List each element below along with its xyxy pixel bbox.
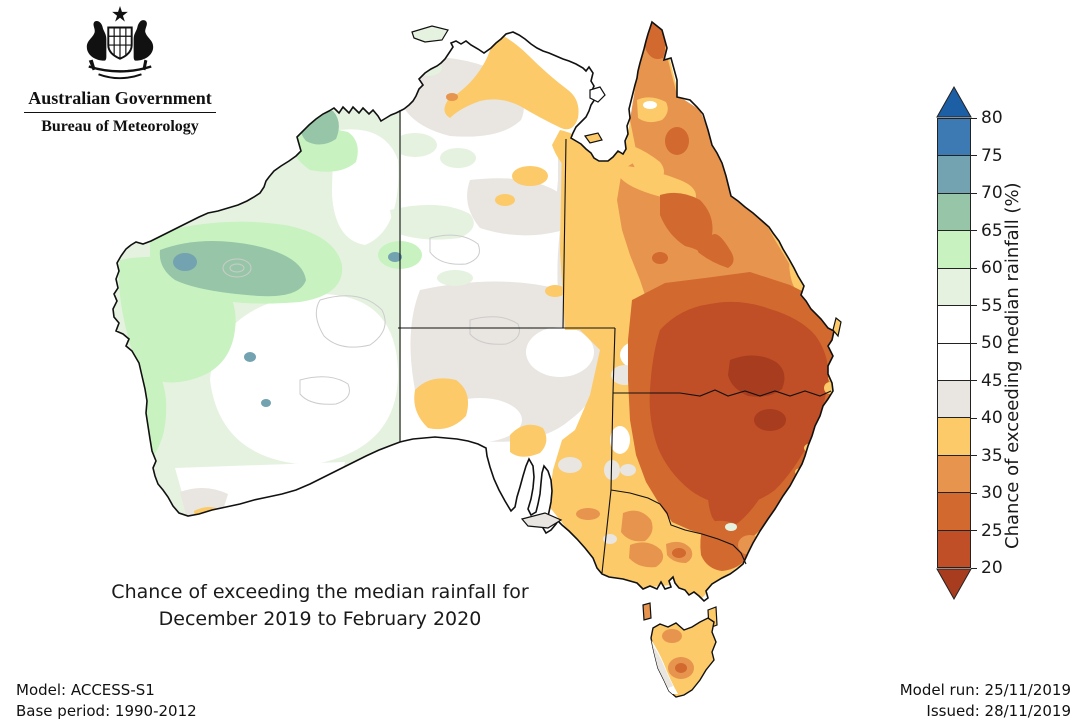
legend-tick: [971, 567, 977, 569]
legend-color-segment: [938, 379, 970, 418]
legend-arrow-down-icon: [936, 568, 972, 600]
legend-tick-label: 50: [981, 333, 1003, 353]
legend-tick: [971, 455, 977, 456]
legend-color-segment: [938, 454, 970, 493]
model-run-label: Model run: 25/11/2019: [899, 681, 1071, 699]
issued-label: Issued: 28/11/2019: [926, 702, 1071, 720]
legend-color-segment: [938, 492, 970, 530]
legend-color-segment: [938, 529, 970, 568]
model-label: Model: ACCESS-S1: [16, 681, 155, 699]
legend-tick-label: 65: [981, 220, 1003, 241]
legend-color-segment: [938, 305, 970, 343]
legend-tick-label: 75: [981, 145, 1003, 166]
crest-scroll: [98, 73, 142, 80]
legend-tick-label: 70: [981, 183, 1003, 203]
tasmania: [650, 617, 717, 698]
coat-of-arms: [86, 6, 154, 80]
mornington-island: [583, 132, 603, 144]
legend-arrow-up-icon: [936, 86, 972, 118]
kangaroo-island: [520, 512, 563, 529]
map-title-line1: Chance of exceeding the median rainfall …: [111, 581, 529, 603]
legend-tick: [971, 230, 977, 231]
agency-title: Bureau of Meteorology: [41, 118, 199, 135]
islands: [411, 25, 842, 629]
legend-tick: [971, 192, 977, 194]
commonwealth-star-icon: [112, 6, 128, 22]
legend-color-segment: [938, 417, 970, 455]
map-title-line2: December 2019 to February 2020: [158, 608, 482, 630]
legend-tick-label: 40: [981, 408, 1003, 428]
legend-tick-label: 35: [981, 445, 1003, 466]
legend-color-segment: [938, 267, 970, 306]
footer-left: Model: ACCESS-S1 Base period: 1990-2012: [16, 680, 197, 722]
base-period-label: Base period: 1990-2012: [16, 702, 197, 720]
legend-color-segment: [938, 342, 970, 380]
mainland-fill-regions: [113, 22, 834, 600]
state-borders: [398, 110, 832, 574]
contour-lines: [222, 234, 520, 405]
legend-tick-label: 80: [981, 108, 1003, 128]
legend: 80 75 70 65 60 55 50 45 40 35 30 25 20: [936, 86, 1085, 646]
legend-color-segment: [938, 155, 970, 193]
legend-axis-label: Chance of exceeding median rainfall (%): [1002, 182, 1023, 550]
shield-icon: [107, 26, 133, 60]
legend-tick: [971, 117, 977, 119]
legend-tick: [971, 267, 977, 269]
legend-tick: [971, 530, 977, 531]
header-divider: [24, 112, 216, 113]
fraser-island: [832, 316, 842, 338]
legend-tick: [971, 380, 977, 381]
melville-island: [411, 25, 449, 43]
legend-color-segment: [938, 230, 970, 268]
legend-tick-label: 20: [981, 558, 1003, 578]
legend-tick: [971, 305, 977, 306]
map-title: Chance of exceeding the median rainfall …: [40, 579, 600, 633]
legend-color-segment: [938, 119, 970, 156]
legend-tick: [971, 342, 977, 344]
legend-tick-label: 60: [981, 258, 1003, 278]
legend-tick: [971, 492, 977, 494]
legend-tick-label: 25: [981, 520, 1003, 541]
region-east: [414, 22, 834, 600]
government-title: Australian Government: [28, 88, 212, 108]
footer-right: Model run: 25/11/2019 Issued: 28/11/2019: [900, 680, 1071, 722]
groote-eylandt: [589, 86, 606, 103]
legend-tick: [971, 417, 977, 419]
region-western-australia: [113, 85, 401, 530]
legend-tick-label: 45: [981, 370, 1003, 391]
legend-tick-label: 30: [981, 483, 1003, 503]
king-island: [642, 602, 652, 621]
legend-colorbar: [937, 118, 971, 568]
legend-tick-label: 55: [981, 295, 1003, 316]
legend-color-segment: [938, 192, 970, 231]
crest-base-branches: [88, 65, 152, 73]
legend-tick: [971, 155, 977, 156]
